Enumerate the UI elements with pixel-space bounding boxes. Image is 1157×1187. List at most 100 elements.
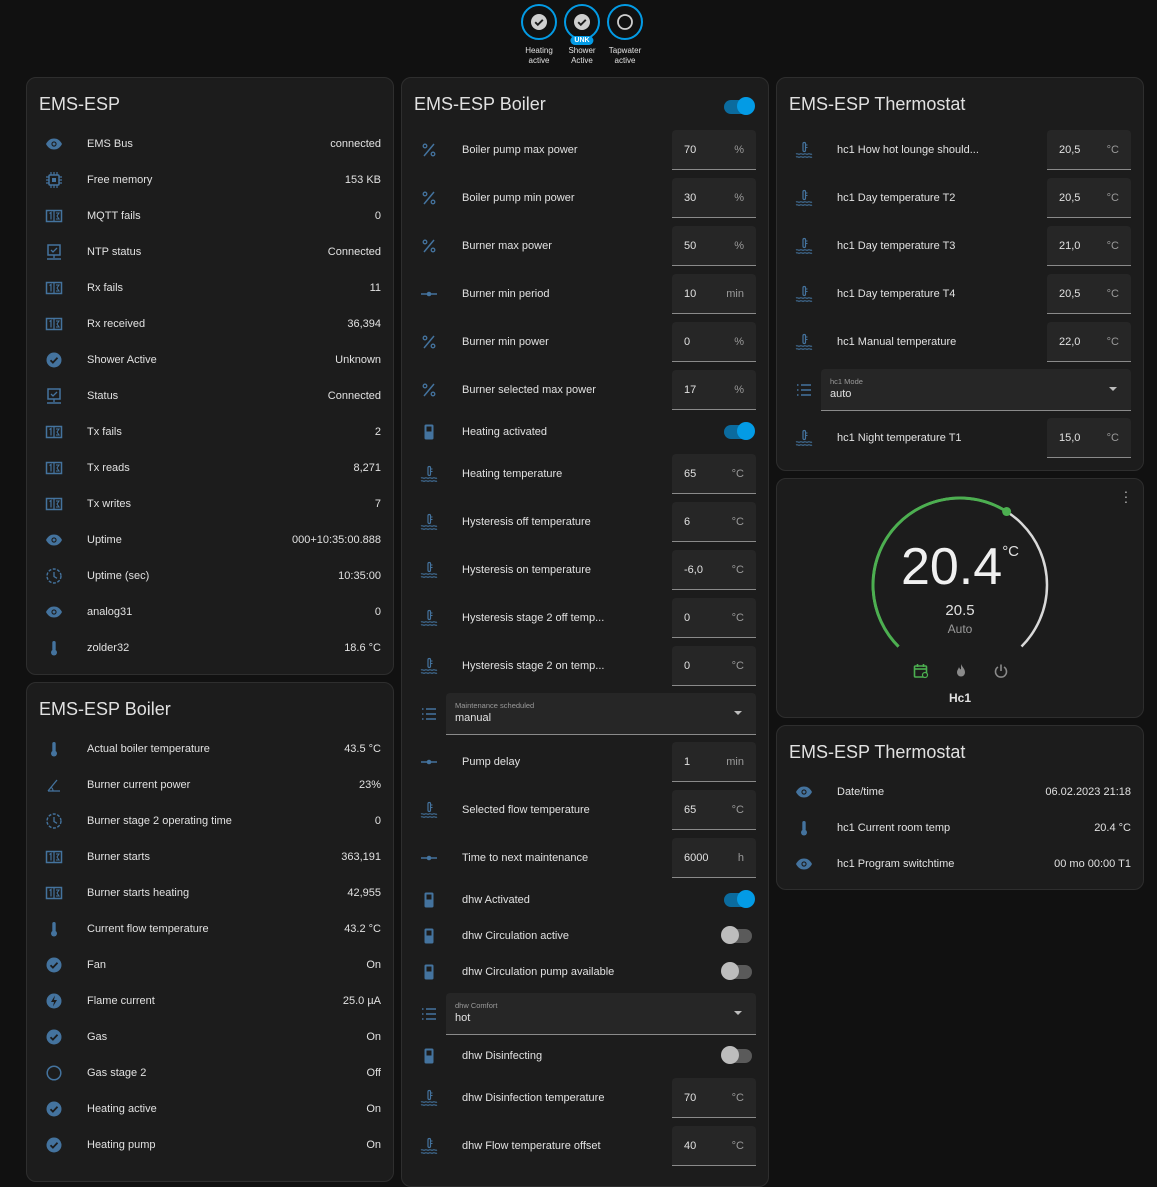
entity-value: 0 — [374, 815, 381, 827]
toggle-switch[interactable] — [724, 422, 755, 440]
water-temp-icon — [795, 333, 813, 351]
entity-row[interactable]: zolder32 18.6 °C — [27, 630, 393, 666]
entity-row[interactable]: Shower Active Unknown — [27, 342, 393, 378]
badge-1[interactable]: UNK Shower Active — [564, 4, 600, 66]
entity-row[interactable]: Burner starts 363,191 — [27, 839, 393, 875]
number-value: 0 — [684, 659, 691, 672]
entity-value: On — [366, 959, 381, 971]
entity-row[interactable]: Tx fails 2 — [27, 414, 393, 450]
entity-row[interactable]: Rx received 36,394 — [27, 306, 393, 342]
list-icon — [795, 381, 813, 399]
entity-row[interactable]: Uptime (sec) 10:35:00 — [27, 558, 393, 594]
number-input[interactable]: 65 °C — [672, 454, 756, 494]
unit-label: °C — [1106, 143, 1119, 156]
number-input[interactable]: 21,0 °C — [1047, 226, 1131, 266]
entity-row[interactable]: Tx reads 8,271 — [27, 450, 393, 486]
number-input[interactable]: 0% — [672, 322, 756, 362]
entity-row: Hysteresis on temperature -6,0 °C — [402, 546, 768, 594]
entity-name: hc1 Program switchtime — [837, 858, 955, 870]
number-input[interactable]: 20,5 °C — [1047, 178, 1131, 218]
number-input[interactable]: 40 °C — [672, 1126, 756, 1166]
entity-row[interactable]: NTP status Connected — [27, 234, 393, 270]
select-dropdown[interactable]: hc1 Mode auto — [821, 369, 1131, 411]
entity-row[interactable]: Gas stage 2 Off — [27, 1055, 393, 1091]
entity-row[interactable]: analog31 0 — [27, 594, 393, 630]
entity-row[interactable]: Flame current 25.0 µA — [27, 983, 393, 1019]
entity-row[interactable]: MQTT fails 0 — [27, 198, 393, 234]
entity-row[interactable]: Burner current power 23% — [27, 767, 393, 803]
entity-row[interactable]: hc1 Current room temp 20.4 °C — [777, 810, 1143, 846]
entity-row: Maintenance scheduled manual — [402, 690, 768, 738]
number-input[interactable]: 15,0 °C — [1047, 418, 1131, 458]
switch-icon — [420, 423, 438, 441]
number-input[interactable]: 6000 h — [672, 838, 756, 878]
entity-row[interactable]: Burner starts heating 42,955 — [27, 875, 393, 911]
check-icon — [45, 351, 63, 369]
number-input[interactable]: 70% — [672, 130, 756, 170]
number-input[interactable]: 1 min — [672, 742, 756, 782]
entity-row[interactable]: EMS Bus connected — [27, 126, 393, 162]
number-input[interactable]: 22,0 °C — [1047, 322, 1131, 362]
entity-row[interactable]: Fan On — [27, 947, 393, 983]
water-temp-icon — [420, 513, 438, 531]
eye-icon — [45, 603, 63, 621]
fire-icon[interactable] — [953, 663, 969, 679]
entity-row[interactable]: Burner stage 2 operating time 0 — [27, 803, 393, 839]
toggle-switch[interactable] — [724, 890, 755, 908]
thermometer-icon — [45, 639, 63, 657]
badge-0[interactable]: Heating active — [521, 4, 557, 66]
number-input[interactable]: -6,0 °C — [672, 550, 756, 590]
entity-row[interactable]: Gas On — [27, 1019, 393, 1055]
calendar-sync-icon[interactable] — [913, 663, 929, 679]
entity-row[interactable]: Rx fails 11 — [27, 270, 393, 306]
entity-row[interactable]: Status Connected — [27, 378, 393, 414]
number-input[interactable]: 30% — [672, 178, 756, 218]
entity-row[interactable]: Free memory 153 KB — [27, 162, 393, 198]
entity-value: On — [366, 1031, 381, 1043]
badge-2[interactable]: Tapwater active — [607, 4, 643, 66]
entity-value: Unknown — [335, 354, 381, 366]
entity-row[interactable]: Tx writes 7 — [27, 486, 393, 522]
unit-label: % — [734, 143, 744, 156]
thermostat-dial[interactable] — [777, 479, 1144, 718]
number-value: 20,5 — [1059, 143, 1081, 156]
number-input[interactable]: 6 °C — [672, 502, 756, 542]
number-input[interactable]: 50% — [672, 226, 756, 266]
select-dropdown[interactable]: dhw Comfort hot — [446, 993, 756, 1035]
more-options-icon[interactable]: · · · — [1123, 483, 1129, 509]
entity-name: EMS Bus — [87, 138, 133, 150]
entity-row[interactable]: Uptime 000+10:35:00.888 — [27, 522, 393, 558]
entity-name: Tx reads — [87, 462, 130, 474]
percent-icon — [420, 237, 438, 255]
entity-row[interactable]: Date/time 06.02.2023 21:18 — [777, 774, 1143, 810]
number-value: 6000 — [684, 851, 709, 864]
number-input[interactable]: 20,5 °C — [1047, 274, 1131, 314]
number-input[interactable]: 17% — [672, 370, 756, 410]
entity-name: Burner current power — [87, 779, 191, 791]
number-input[interactable]: 10 min — [672, 274, 756, 314]
select-dropdown[interactable]: Maintenance scheduled manual — [446, 693, 756, 735]
monitor-icon — [45, 243, 63, 261]
entity-value: 36,394 — [347, 318, 381, 330]
number-input[interactable]: 0 °C — [672, 598, 756, 638]
entity-row[interactable]: Current flow temperature 43.2 °C — [27, 911, 393, 947]
unit-label: °C — [731, 659, 744, 672]
toggle-switch[interactable] — [721, 1046, 752, 1064]
entity-row[interactable]: hc1 Program switchtime 00 mo 00:00 T1 — [777, 846, 1143, 882]
number-input[interactable]: 0 °C — [672, 646, 756, 686]
number-value: 30 — [684, 191, 697, 204]
entity-row: Burner max power 50% — [402, 222, 768, 270]
power-icon[interactable] — [993, 663, 1009, 679]
entity-row[interactable]: Heating active On — [27, 1091, 393, 1127]
toggle-switch[interactable] — [721, 962, 752, 980]
number-input[interactable]: 20,5 °C — [1047, 130, 1131, 170]
entity-row[interactable]: Heating pump On — [27, 1127, 393, 1163]
entity-name: Time to next maintenance — [462, 852, 589, 864]
eye-icon — [45, 531, 63, 549]
number-input[interactable]: 70 °C — [672, 1078, 756, 1118]
boiler-header-toggle[interactable] — [724, 97, 755, 115]
toggle-switch[interactable] — [721, 926, 752, 944]
number-input[interactable]: 65 °C — [672, 790, 756, 830]
percent-icon — [420, 333, 438, 351]
entity-row[interactable]: Actual boiler temperature 43.5 °C — [27, 731, 393, 767]
